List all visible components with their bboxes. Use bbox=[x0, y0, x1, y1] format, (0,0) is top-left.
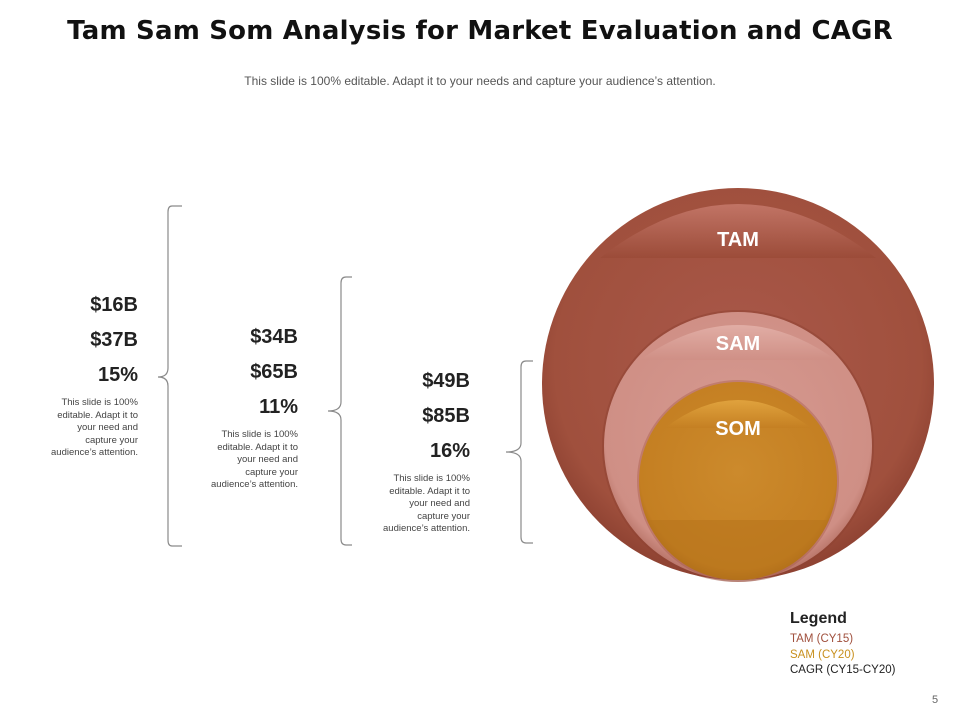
legend: Legend TAM (CY15) SAM (CY20) CAGR (CY15-… bbox=[790, 610, 895, 679]
sam-value: $65B bbox=[250, 361, 298, 383]
bracket-3 bbox=[505, 360, 533, 544]
bracket-1 bbox=[157, 205, 182, 547]
tam-value: $49B bbox=[422, 370, 470, 392]
legend-item-cagr: CAGR (CY15-CY20) bbox=[790, 664, 896, 676]
som-label: SOM bbox=[715, 418, 761, 440]
slide-subtitle: This slide is 100% editable. Adapt it to… bbox=[244, 74, 716, 88]
tam-value: $34B bbox=[250, 326, 298, 348]
sam-label: SAM bbox=[716, 333, 760, 355]
cagr-value: 16% bbox=[429, 440, 470, 462]
legend-item-sam: SAM (CY20) bbox=[790, 648, 855, 661]
metric-group-3: $49B $85B 16% This slide is 100% editabl… bbox=[350, 364, 470, 536]
som-circle bbox=[637, 380, 839, 582]
sam-value: $37B bbox=[90, 329, 138, 351]
group-description: This slide is 100% editable. Adapt it to… bbox=[51, 397, 138, 459]
metric-group-2: $34B $65B 11% This slide is 100% editabl… bbox=[180, 320, 298, 492]
bracket-2 bbox=[327, 276, 352, 546]
sam-value: $85B bbox=[422, 405, 470, 427]
metric-group-1: $16B $37B 15% This slide is 100% editabl… bbox=[20, 288, 138, 460]
legend-item-tam: TAM (CY15) bbox=[790, 633, 854, 645]
legend-title: Legend bbox=[790, 610, 847, 627]
cagr-value: 15% bbox=[97, 364, 138, 386]
group-description: This slide is 100% editable. Adapt it to… bbox=[211, 429, 298, 491]
tam-value: $16B bbox=[90, 294, 138, 316]
slide-title: Tam Sam Som Analysis for Market Evaluati… bbox=[67, 16, 893, 46]
group-description: This slide is 100% editable. Adapt it to… bbox=[383, 473, 470, 535]
tam-label: TAM bbox=[717, 229, 759, 251]
page-number: 5 bbox=[932, 694, 939, 706]
cagr-value: 11% bbox=[259, 396, 298, 418]
